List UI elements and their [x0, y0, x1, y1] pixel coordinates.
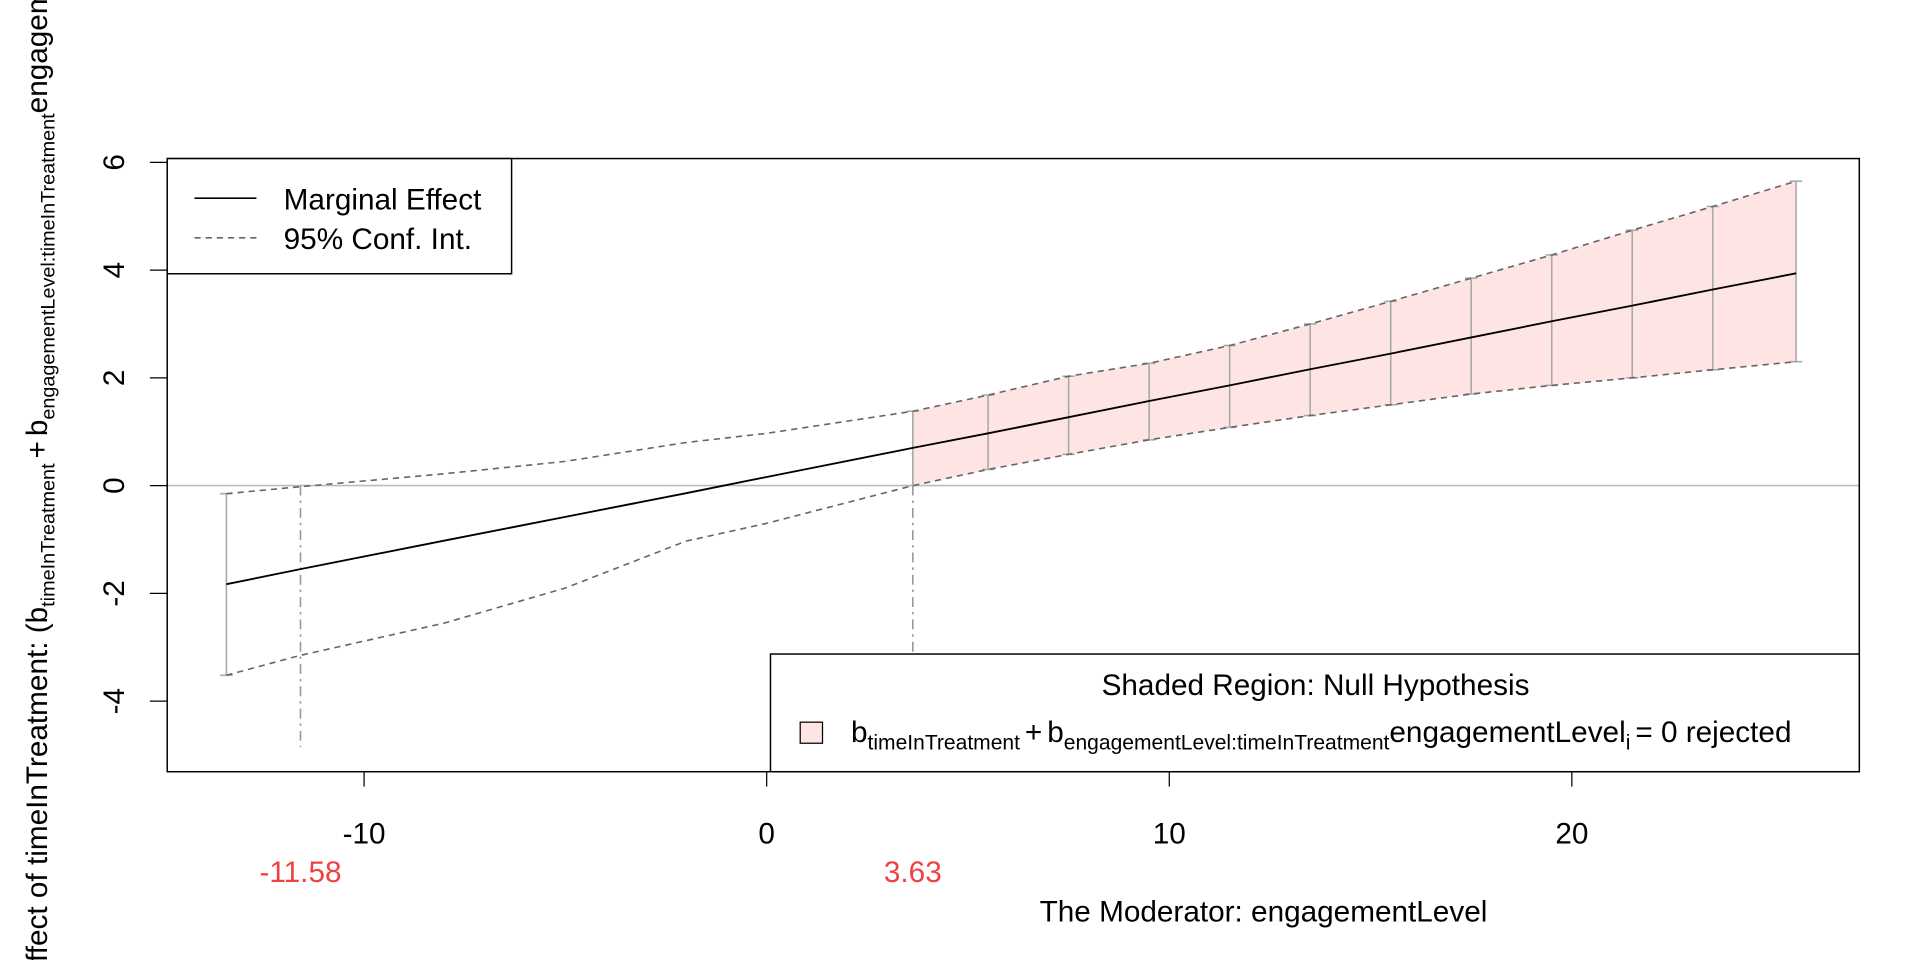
- y-label-part: engagementLevel): [21, 0, 54, 113]
- y-label-part: engagementLevel:timeInTreatment: [38, 113, 60, 420]
- region-legend-label: btimeInTreatment + bengagementLevel:timeIn…: [851, 716, 1792, 754]
- region-legend-title: Shaded Region: Null Hypothesis: [1102, 669, 1530, 702]
- label-part: timeInTreatment: [868, 731, 1021, 754]
- plot-area: -11.58 3.63 -10 0 10 20 -4 -2 0 2 4 6: [98, 154, 1861, 889]
- legend-label: Marginal Effect: [284, 183, 482, 216]
- x-tick-label: 10: [1153, 818, 1186, 851]
- region-legend-box: [769, 653, 1861, 773]
- label-part: engagementLevel:timeInTreatment: [1064, 731, 1390, 754]
- y-label-part: timeInTreatment: [38, 463, 60, 607]
- label-part: b: [851, 716, 868, 749]
- y-label-part: b: [21, 420, 54, 437]
- x-tick-label: 0: [758, 818, 775, 851]
- y-tick-label: -4: [98, 688, 131, 714]
- cutoff-label: 3.63: [884, 856, 942, 889]
- legend-label: 95% Conf. Int.: [284, 223, 472, 256]
- y-label-part: +: [21, 441, 54, 458]
- region-swatch: [799, 721, 824, 744]
- ci-line: [226, 360, 1797, 677]
- cutoff-label: -11.58: [259, 856, 341, 889]
- y-tick-label: 0: [98, 477, 131, 494]
- ci-line: [226, 180, 1797, 495]
- y-tick-label: -2: [98, 580, 131, 606]
- label-part: engagementLevel: [1389, 716, 1625, 749]
- y-label-part: b: [21, 607, 54, 624]
- label-part: +: [1025, 716, 1042, 749]
- effect-line: [226, 272, 1797, 586]
- shaded-region: [912, 181, 1797, 486]
- x-tick-label: 20: [1555, 818, 1588, 851]
- legend-box: [166, 157, 513, 275]
- x-tick-label: -10: [343, 818, 386, 851]
- y-tick-label: 6: [98, 154, 131, 171]
- y-axis-label: Marginal Effect of timeInTreatment: (bti…: [21, 0, 59, 960]
- y-label-part: Marginal Effect of timeInTreatment: (: [21, 623, 54, 960]
- label-part: = 0 rejected: [1635, 716, 1791, 749]
- label-part: i: [1626, 731, 1631, 754]
- y-tick-label: 4: [98, 262, 131, 279]
- label-part: b: [1047, 716, 1064, 749]
- y-tick-label: 2: [98, 370, 131, 387]
- x-axis-label: The Moderator: engagementLevel: [1040, 896, 1488, 929]
